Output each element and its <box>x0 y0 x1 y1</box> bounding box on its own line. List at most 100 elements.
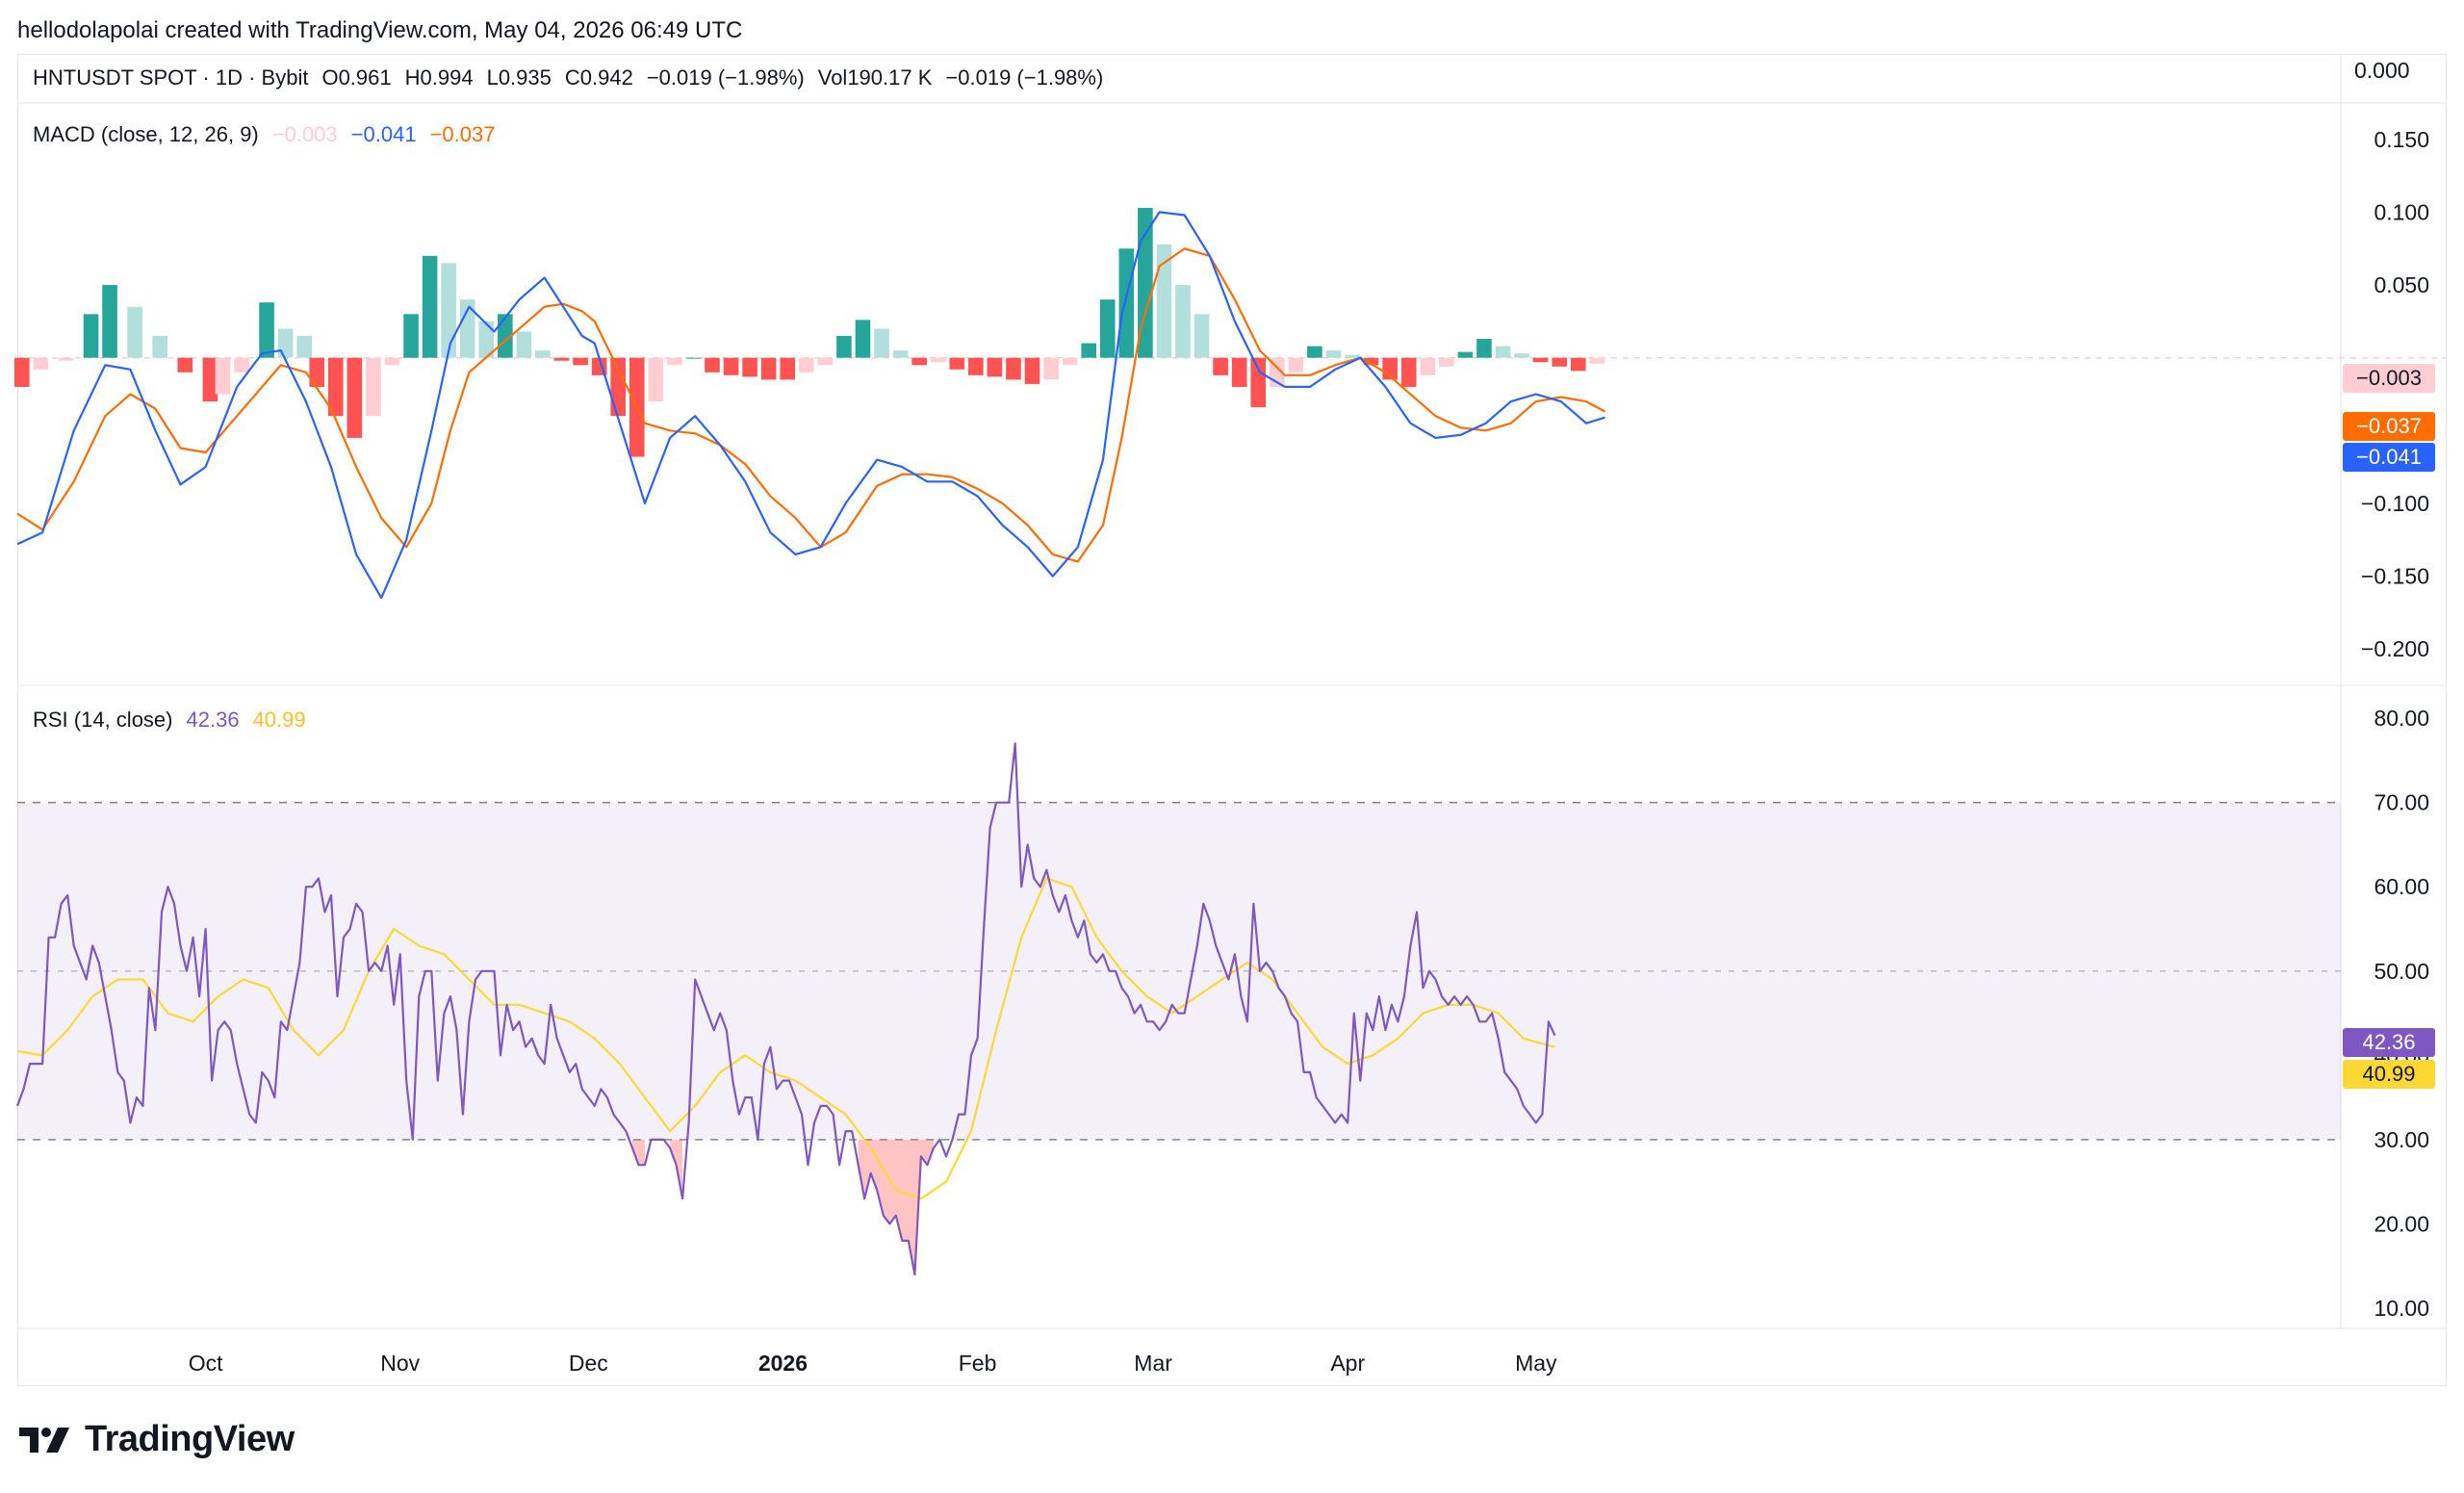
ohlc-close: C0.942 <box>564 65 633 90</box>
macd-histogram-bar <box>1138 207 1153 358</box>
macd-histogram-bar <box>366 357 381 417</box>
macd-histogram-bar <box>874 328 889 358</box>
macd-histogram-bar <box>760 357 777 380</box>
macd-histogram-bar <box>836 336 852 358</box>
rsi-oversold-fill <box>631 1139 645 1166</box>
macd-histogram-bar <box>403 314 419 358</box>
macd-histogram-bar <box>949 357 965 370</box>
macd-histogram-bar <box>987 357 1003 377</box>
macd-line[interactable] <box>16 211 1605 600</box>
macd-legend[interactable]: MACD (close, 12, 26, 9) −0.003 −0.041 −0.03… <box>33 122 508 147</box>
macd-histogram-bar <box>127 306 142 358</box>
ohlc-high: H0.994 <box>404 65 474 90</box>
macd-histogram-bar <box>309 357 325 387</box>
macd-histogram-bar <box>780 357 796 380</box>
macd-histogram-bar <box>1081 343 1096 358</box>
macd-histogram-bar <box>1476 339 1492 358</box>
macd-histogram-bar <box>1194 314 1210 358</box>
macd-histogram-bar <box>610 357 626 417</box>
macd-histogram-bar <box>277 328 294 358</box>
macd-histogram-bar <box>83 314 99 358</box>
rsi-ma-value-tag: 40.99 <box>2343 1060 2435 1089</box>
macd-histogram-bar <box>553 357 570 361</box>
macd-histogram-bar <box>1006 357 1021 380</box>
macd-histogram-bar <box>422 255 438 358</box>
macd-histogram-bar <box>1288 357 1304 373</box>
macd-histogram-bar <box>478 321 495 358</box>
macd-histogram-bar <box>930 357 946 363</box>
price-axis-label: 0.000 <box>2354 58 2410 83</box>
tradingview-brand[interactable]: TradingView <box>19 1419 295 1460</box>
macd-histogram-bar <box>1043 357 1059 380</box>
macd-histogram-bar <box>33 357 49 370</box>
rsi-axis-tick-label: 50.00 <box>2374 959 2429 984</box>
ohlc-change: −0.019 (−1.98%) <box>646 65 805 90</box>
macd-histogram-bar <box>234 357 249 373</box>
macd-histogram-bar <box>1250 357 1267 408</box>
time-axis-tick-label: Dec <box>569 1351 608 1376</box>
macd-histogram-bar <box>328 357 344 417</box>
rsi-legend[interactable]: RSI (14, close) 42.36 40.99 <box>33 708 320 733</box>
macd-histogram-bar <box>1439 357 1454 367</box>
macd-axis-tick-label: 0.150 <box>2374 127 2429 152</box>
macd-histogram-bar <box>892 350 909 358</box>
macd-histogram-bar <box>1213 357 1228 375</box>
rsi-pane <box>15 742 2341 1276</box>
macd-histogram-bar <box>1156 244 1172 358</box>
macd-axis-tick-label: −0.150 <box>2361 564 2429 589</box>
macd-histogram-bar <box>58 357 74 361</box>
macd-histogram-bar <box>202 357 218 402</box>
macd-signal-line[interactable] <box>16 247 1606 563</box>
macd-histogram-bar <box>296 336 312 358</box>
symbol-legend[interactable]: HNTUSDT SPOT · 1D · Bybit O0.961 H0.994 L0.… <box>33 65 1116 90</box>
rsi-title[interactable]: RSI (14, close) <box>33 708 173 732</box>
rsi-line[interactable] <box>15 742 1556 1276</box>
macd-histogram-bar <box>911 357 927 366</box>
macd-histogram-bar <box>1400 357 1417 387</box>
macd-axis-tick-label: −0.100 <box>2361 491 2429 516</box>
macd-histogram-value: −0.003 <box>271 122 338 146</box>
rsi-axis-tick-label: 10.00 <box>2374 1296 2429 1321</box>
macd-axis-tick-label: 0.100 <box>2374 199 2429 224</box>
rsi-axis-tick-label: 70.00 <box>2374 790 2429 815</box>
rsi-ma-line[interactable] <box>16 877 1555 1200</box>
rsi-axis-tick-label: 30.00 <box>2374 1127 2429 1152</box>
macd-value-tag: −0.041 <box>2343 443 2435 472</box>
time-axis-tick-label: Apr <box>1330 1351 1365 1376</box>
macd-histogram-bar <box>1532 357 1549 363</box>
macd-histogram-bar <box>516 331 532 358</box>
macd-histogram-bar <box>1118 248 1135 358</box>
signal-value-tag: −0.037 <box>2343 412 2435 441</box>
macd-axis-tick-label: 0.050 <box>2374 272 2429 297</box>
macd-histogram-bar <box>705 357 720 373</box>
macd-histogram-bar <box>498 314 513 358</box>
macd-histogram-bar <box>14 357 30 387</box>
macd-histogram-bar <box>817 357 834 366</box>
rsi-ma-value: 40.99 <box>252 708 306 732</box>
brand-name: TradingView <box>85 1419 295 1459</box>
macd-histogram-bar <box>459 299 475 358</box>
macd-histogram-bar <box>1325 350 1342 358</box>
symbol-name[interactable]: HNTUSDT SPOT · 1D · Bybit <box>33 65 309 90</box>
macd-histogram-bar <box>1420 357 1436 375</box>
macd-histogram-bar <box>1307 346 1322 358</box>
time-axis-tick-label: Mar <box>1134 1351 1172 1376</box>
volume-value: Vol190.17 K <box>817 65 933 90</box>
macd-histogram-bar <box>855 320 871 358</box>
macd-histogram-bar <box>1231 357 1247 387</box>
axes: 0.150 0.100 0.050 −0.100 −0.150 −0.200 80.00 70… <box>189 127 2429 1376</box>
macd-pane <box>14 207 2447 600</box>
rsi-axis-tick-label: 80.00 <box>2374 706 2429 731</box>
histogram-value-tag: −0.003 <box>2343 364 2435 393</box>
macd-histogram-bar <box>1552 357 1567 367</box>
macd-histogram-bar <box>177 357 193 373</box>
ohlc-low: L0.935 <box>486 65 552 90</box>
time-axis-tick-label: Nov <box>380 1351 420 1376</box>
volume-change: −0.019 (−1.98%) <box>945 65 1104 90</box>
macd-title[interactable]: MACD (close, 12, 26, 9) <box>33 122 259 146</box>
macd-histogram-bar <box>742 357 757 377</box>
tradingview-logo-icon <box>19 1427 69 1453</box>
macd-histogram-bar <box>648 357 664 402</box>
time-axis-tick-label: 2026 <box>758 1351 808 1376</box>
